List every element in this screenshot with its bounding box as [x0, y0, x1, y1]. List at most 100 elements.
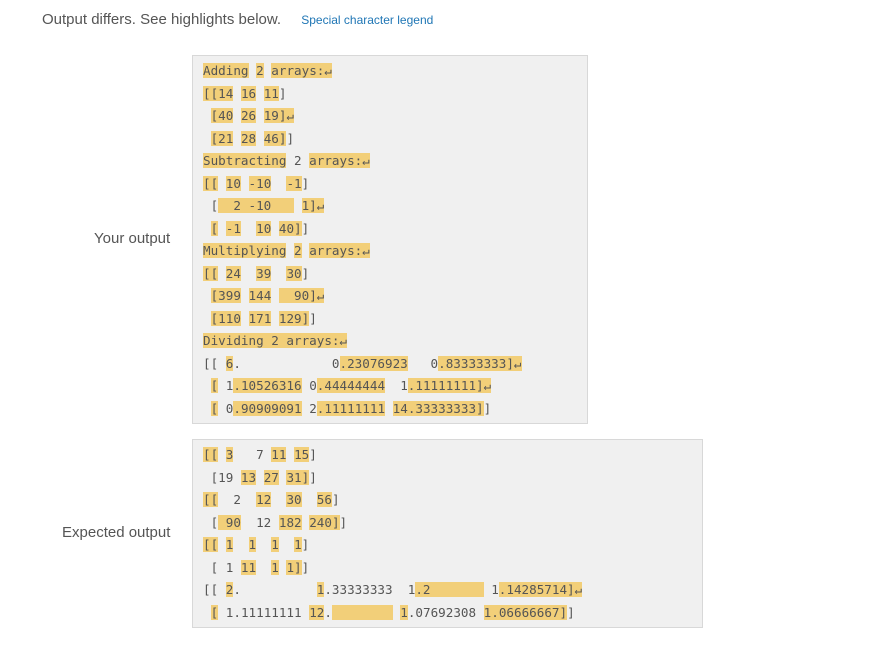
output-text: 0	[422, 355, 439, 371]
diff-highlight: [[	[203, 175, 219, 191]
diff-highlight: 56	[316, 492, 332, 507]
diff-highlight: 1]↵	[301, 198, 325, 213]
output-text: ]	[301, 265, 310, 281]
output-text: ]	[309, 447, 317, 462]
output-text	[241, 492, 256, 507]
diff-highlight	[331, 604, 393, 620]
output-text: 2	[309, 400, 317, 416]
output-line: [ 0.90909091 2.11111111 14.33333333]]	[203, 398, 577, 421]
output-text: .11111111	[233, 604, 302, 620]
output-text: 7	[248, 447, 264, 462]
output-text: [	[203, 198, 219, 213]
diff-highlight: 1	[483, 604, 492, 620]
diff-highlight: [	[210, 220, 219, 236]
output-text: ]	[278, 85, 287, 101]
diff-highlight: 1	[271, 537, 279, 552]
output-text: 1	[218, 378, 234, 393]
diff-highlight: 6	[225, 355, 234, 371]
output-text	[233, 447, 248, 462]
diff-highlight: 40]	[278, 220, 302, 236]
output-text: .07692308	[407, 604, 477, 620]
diff-highlight: 12	[309, 604, 325, 620]
diff-highlight: 1	[294, 537, 302, 552]
output-line: [110 171 129]]	[203, 308, 577, 331]
output-line: [40 26 19]↵	[203, 105, 577, 128]
output-text	[241, 311, 249, 326]
output-text: 2	[233, 492, 241, 507]
output-line: [ 2 -10 1]↵	[203, 195, 577, 218]
output-text	[203, 131, 211, 146]
your-output-box: Adding 2 arrays:↵ [[14 16 11] [40 26 19]↵…	[192, 55, 588, 424]
output-text: [[	[203, 582, 226, 597]
output-text	[233, 537, 248, 552]
output-text: [19	[203, 469, 241, 485]
output-text	[271, 288, 279, 303]
diff-highlight: .44444444	[316, 378, 386, 393]
output-text: .33333333 1	[324, 582, 416, 597]
output-line: [[ 24 39 30]	[203, 263, 577, 286]
output-text: .	[324, 604, 332, 620]
diff-highlight: 240]	[309, 514, 340, 530]
diff-highlight: -1	[225, 220, 241, 236]
diff-highlight: 11	[271, 447, 287, 462]
diff-highlight: .33333333]	[407, 400, 484, 416]
output-line: [[ 10 -10 -1]	[203, 173, 577, 196]
output-text: 12	[256, 514, 272, 530]
output-line: Multiplying 2 arrays:↵	[203, 240, 577, 263]
diff-highlight: 39	[256, 265, 272, 281]
diff-highlight: Dividing 2 arrays:↵	[203, 333, 348, 348]
output-text	[203, 311, 211, 326]
diff-highlight: 171	[248, 310, 272, 326]
special-character-legend-link[interactable]: Special character legend	[301, 13, 434, 27]
output-text: ]	[301, 537, 310, 552]
output-text: [ 1	[203, 559, 241, 575]
diff-highlight: 13	[240, 469, 257, 485]
output-text: ]	[567, 604, 575, 620]
diff-highlight: arrays:↵	[309, 243, 370, 258]
output-text	[271, 176, 286, 191]
diff-highlight: 129]	[278, 310, 310, 326]
diff-highlight: arrays:↵	[309, 153, 370, 168]
comparison-header: Output differs. See highlights below. Sp…	[42, 11, 433, 28]
output-text	[279, 537, 294, 552]
output-line: [19 13 27 31]]	[203, 467, 692, 490]
diff-highlight: -10	[248, 175, 272, 191]
output-text: 1	[385, 378, 408, 393]
output-text	[271, 515, 279, 530]
expected-output-text: [[ 3 7 11 15] [19 13 27 31]][[ 2 12 30 5…	[203, 444, 692, 624]
output-text: ]	[331, 492, 340, 507]
output-text: ]	[483, 400, 492, 416]
diff-highlight: 28	[240, 130, 257, 146]
diff-highlight: 14	[392, 400, 408, 416]
output-text	[218, 266, 226, 281]
output-text: ]	[309, 469, 317, 485]
diff-highlight: .23076923	[339, 355, 408, 371]
output-text	[241, 176, 249, 191]
diff-highlight: .10526316	[233, 378, 302, 393]
output-line: [[ 2. 1.33333333 1.2 1.14285714]↵	[203, 579, 692, 602]
output-text	[218, 537, 226, 552]
diff-highlight: 16	[240, 85, 257, 101]
diff-highlight: .2	[415, 582, 484, 597]
diff-highlight: 10	[256, 220, 272, 236]
diff-highlight: 3	[225, 447, 234, 462]
output-text	[256, 86, 264, 101]
diff-highlight: 1	[316, 582, 325, 597]
output-text	[271, 311, 279, 326]
diff-highlight: 19]↵	[263, 108, 295, 123]
output-text	[408, 356, 423, 371]
output-line: [ 1 11 1 1]]	[203, 557, 692, 580]
output-text	[241, 288, 249, 303]
diff-highlight: [399	[210, 288, 241, 303]
diff-highlight: 90	[218, 514, 241, 530]
output-text	[249, 63, 257, 78]
diff-highlight: 182	[278, 514, 302, 530]
output-line: [21 28 46]]	[203, 128, 577, 151]
output-text	[476, 605, 484, 620]
diff-highlight: 46]	[263, 130, 287, 146]
output-text	[271, 492, 286, 507]
output-text	[256, 537, 271, 552]
diff-highlight: [[	[203, 265, 219, 281]
diff-highlight: .83333333]↵	[438, 355, 522, 371]
output-line: Adding 2 arrays:↵	[203, 60, 577, 83]
